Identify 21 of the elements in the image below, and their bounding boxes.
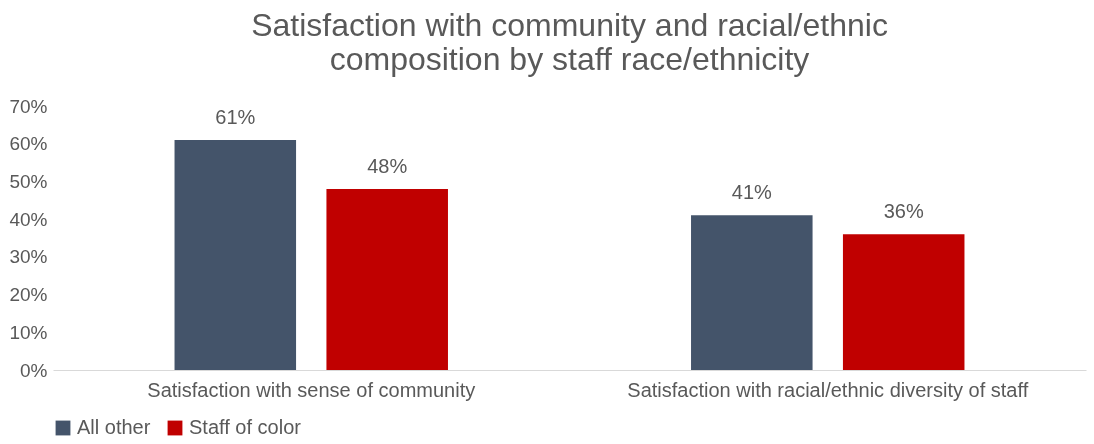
x-tick-label: Satisfaction with racial/ethnic diversity of staff xyxy=(627,378,1029,401)
y-tick-label: 40% xyxy=(9,208,48,230)
data-label: 41% xyxy=(731,181,773,204)
chart-title: Satisfaction with community and racial/ethnic composition by staff race/ethnicity xyxy=(251,7,888,77)
bar xyxy=(326,188,448,370)
y-tick-label: 60% xyxy=(9,133,48,155)
y-tick-label: 70% xyxy=(9,95,48,117)
data-label: 48% xyxy=(367,154,408,177)
y-tick-label: 10% xyxy=(9,321,48,343)
y-tick-label: 50% xyxy=(9,170,48,192)
data-label: 61% xyxy=(215,105,256,128)
bar xyxy=(174,139,297,370)
bar xyxy=(842,234,965,370)
bar xyxy=(691,215,813,370)
y-tick-label: 30% xyxy=(9,246,48,268)
legend-label: Staff of color xyxy=(189,416,302,438)
x-tick-label: Satisfaction with sense of community xyxy=(147,378,476,401)
legend-label: All other xyxy=(77,416,151,438)
y-tick-label: 20% xyxy=(9,284,48,306)
y-tick-label: 0% xyxy=(20,359,48,381)
data-label: 36% xyxy=(883,200,924,223)
